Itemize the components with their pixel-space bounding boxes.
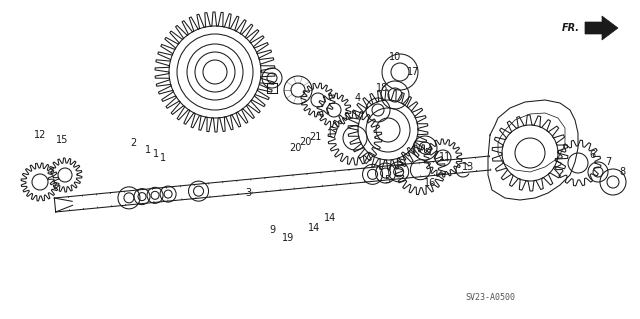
Polygon shape	[585, 16, 618, 40]
Text: FR.: FR.	[562, 23, 580, 33]
Text: 7: 7	[605, 157, 611, 167]
Text: 4: 4	[355, 93, 361, 103]
Text: 12: 12	[34, 130, 46, 140]
Text: 19: 19	[282, 233, 294, 243]
Text: 15: 15	[56, 135, 68, 145]
Text: 21: 21	[309, 132, 321, 142]
Text: 14: 14	[308, 223, 320, 233]
Text: 9: 9	[269, 225, 275, 235]
Text: 13: 13	[462, 162, 474, 172]
Text: 17: 17	[407, 67, 419, 77]
Text: 17: 17	[327, 129, 339, 139]
Text: 3: 3	[245, 188, 251, 198]
Text: 20: 20	[299, 137, 311, 147]
Text: 14: 14	[324, 213, 336, 223]
Text: 8: 8	[619, 167, 625, 177]
Text: 16: 16	[424, 178, 436, 188]
Text: 1: 1	[153, 149, 159, 159]
Text: 5: 5	[384, 175, 390, 185]
Text: 10: 10	[389, 52, 401, 62]
Text: 1: 1	[145, 145, 151, 155]
Text: 11: 11	[439, 152, 451, 162]
Text: 20: 20	[289, 143, 301, 153]
Text: 1: 1	[160, 153, 166, 163]
Text: 18: 18	[376, 83, 388, 93]
Text: SV23-A0500: SV23-A0500	[465, 293, 515, 302]
Text: 2: 2	[130, 138, 136, 148]
Text: 6: 6	[589, 150, 595, 160]
